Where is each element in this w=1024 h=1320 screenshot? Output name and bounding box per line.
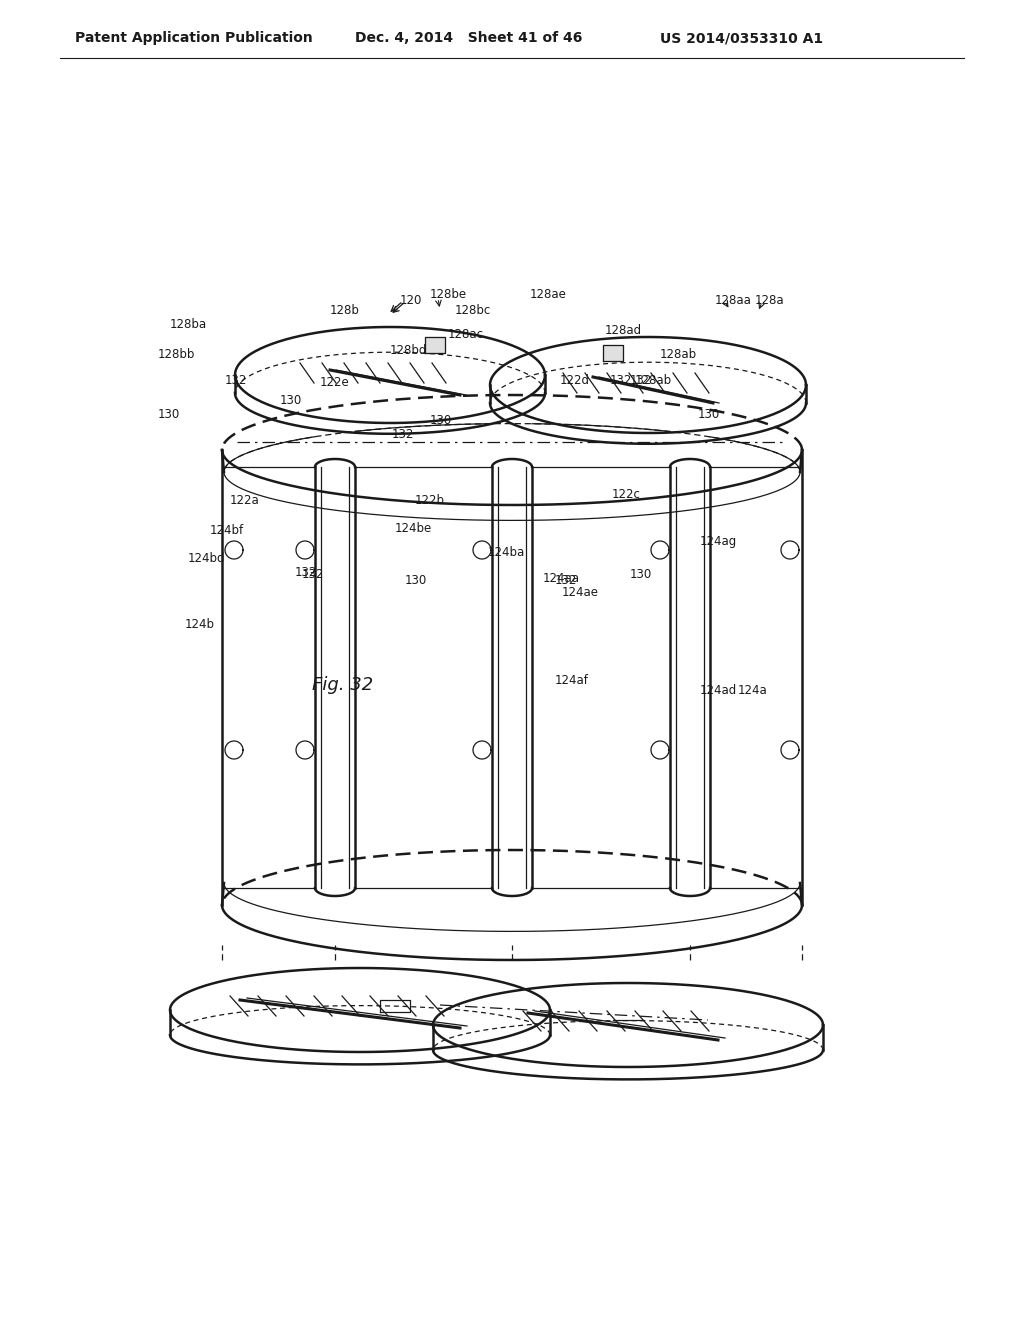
Text: 128aa: 128aa xyxy=(715,293,752,306)
Text: 124b: 124b xyxy=(185,619,215,631)
Text: 128ad: 128ad xyxy=(605,323,642,337)
Text: 130: 130 xyxy=(158,408,180,421)
Text: 130: 130 xyxy=(698,408,720,421)
Text: 130: 130 xyxy=(406,573,427,586)
Text: 124bf: 124bf xyxy=(210,524,244,536)
Polygon shape xyxy=(425,337,445,352)
Text: 124a: 124a xyxy=(738,684,768,697)
Text: 128bb: 128bb xyxy=(158,348,196,362)
Text: 128ab: 128ab xyxy=(635,374,672,387)
Text: 122e: 122e xyxy=(319,375,350,388)
Text: 132: 132 xyxy=(295,565,317,578)
Text: US 2014/0353310 A1: US 2014/0353310 A1 xyxy=(660,30,823,45)
Text: 128be: 128be xyxy=(430,289,467,301)
Text: 124aa: 124aa xyxy=(543,572,580,585)
Text: 124ad: 124ad xyxy=(700,684,737,697)
Text: 128ab: 128ab xyxy=(660,348,697,362)
Text: 132: 132 xyxy=(392,429,415,441)
Text: 128ac: 128ac xyxy=(449,329,484,342)
Text: Fig. 32: Fig. 32 xyxy=(312,676,374,694)
Text: 124ag: 124ag xyxy=(700,536,737,549)
Text: Patent Application Publication: Patent Application Publication xyxy=(75,30,312,45)
Text: 128ae: 128ae xyxy=(530,289,567,301)
Text: 132: 132 xyxy=(630,374,652,387)
Text: 120: 120 xyxy=(400,293,422,306)
Text: 122b: 122b xyxy=(415,494,445,507)
Text: 122d: 122d xyxy=(560,374,590,387)
Text: 130: 130 xyxy=(630,569,652,582)
Text: 132: 132 xyxy=(225,374,248,387)
Text: 128b: 128b xyxy=(330,304,359,317)
Text: 128a: 128a xyxy=(755,293,784,306)
Text: 128bd: 128bd xyxy=(390,343,427,356)
Text: 128bc: 128bc xyxy=(455,304,492,317)
Text: 124ae: 124ae xyxy=(562,586,599,598)
Text: 124bd: 124bd xyxy=(188,552,225,565)
Text: 130: 130 xyxy=(430,413,453,426)
Text: 122a: 122a xyxy=(230,494,260,507)
Text: 124ba: 124ba xyxy=(488,545,525,558)
Text: 132: 132 xyxy=(610,374,633,387)
Text: Dec. 4, 2014   Sheet 41 of 46: Dec. 4, 2014 Sheet 41 of 46 xyxy=(355,30,583,45)
Text: 132: 132 xyxy=(555,573,578,586)
Text: 124af: 124af xyxy=(555,673,589,686)
Text: 128ba: 128ba xyxy=(170,318,207,331)
Text: 122c: 122c xyxy=(612,488,641,502)
Polygon shape xyxy=(603,345,623,360)
Text: 124be: 124be xyxy=(395,521,432,535)
Text: 132: 132 xyxy=(302,569,325,582)
Text: 130: 130 xyxy=(280,393,302,407)
